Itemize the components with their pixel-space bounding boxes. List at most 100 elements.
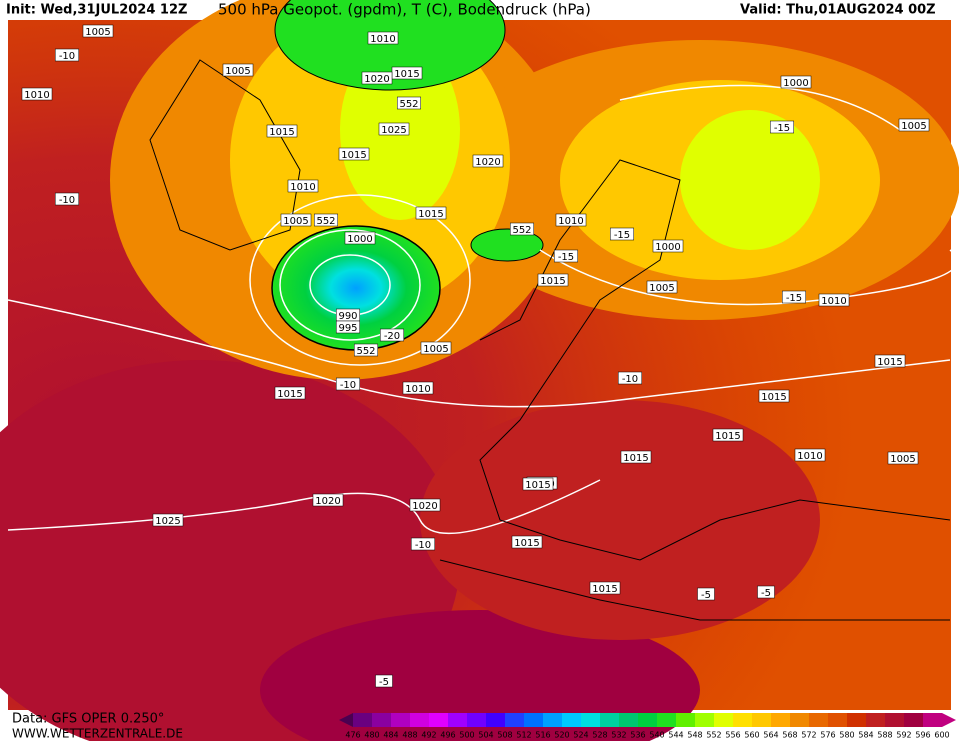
label-box [652, 239, 684, 253]
isobar-label: 1015 [761, 392, 786, 403]
label-box [55, 48, 79, 62]
isobar-label: 1005 [649, 283, 674, 294]
colorbar-swatch [562, 713, 581, 727]
colorbar-swatch [486, 713, 505, 727]
label-box [555, 213, 587, 227]
isobar-label: 1005 [423, 344, 448, 355]
colorbar-swatch [790, 713, 809, 727]
isobar-label: -15 [614, 230, 630, 241]
colorbar-label: 476 [345, 731, 360, 740]
isobar-label: 1020 [364, 74, 389, 85]
label-box [537, 273, 569, 287]
isobar-label: 1005 [225, 66, 250, 77]
isobar-label: 1020 [412, 501, 437, 512]
isobar-label: 1000 [655, 242, 680, 253]
isobar-label: -15 [558, 252, 574, 263]
isobar-label: 1015 [525, 480, 550, 491]
label-box [511, 535, 543, 549]
label-box [420, 341, 452, 355]
colorbar-swatch [543, 713, 562, 727]
data-source: Data: GFS OPER 0.250° [12, 712, 164, 727]
isobar-label: -5 [701, 590, 711, 601]
colorbar-label: 520 [554, 731, 569, 740]
label-box [21, 87, 53, 101]
colorbar-label: 580 [839, 731, 854, 740]
colorbar-label: 532 [611, 731, 626, 740]
colorbar-label: 596 [915, 731, 930, 740]
colorbar-swatch [828, 713, 847, 727]
isobar-label: -10 [59, 51, 75, 62]
label-box [338, 147, 370, 161]
colorbar-label: 560 [744, 731, 759, 740]
colorbar-swatch [448, 713, 467, 727]
label-box [618, 371, 642, 385]
cold-low [470, 228, 544, 262]
label-box [758, 389, 790, 403]
colorbar-label: 500 [459, 731, 474, 740]
label-box [55, 192, 79, 206]
label-box [367, 31, 399, 45]
isobar-label: 1010 [797, 451, 822, 462]
isobar-labels: 1005 -10 1010 1005 1010 1015 1020 1015 552 1025 10… [21, 24, 930, 688]
colorbar-label: 576 [820, 731, 835, 740]
init-time: Init: Wed,31JUL2024 12Z [6, 3, 187, 18]
isobar-label: 1020 [475, 157, 500, 168]
label-box [354, 343, 378, 357]
label-box [610, 227, 634, 241]
isobar-label: -10 [59, 195, 75, 206]
isobar-label: 1020 [315, 496, 340, 507]
label-box [411, 537, 435, 551]
colorbar-swatch [524, 713, 543, 727]
label-box [82, 24, 114, 38]
isobar-label: 1010 [290, 182, 315, 193]
isobar-label: 552 [356, 346, 375, 357]
warm-area [260, 610, 700, 745]
colorbar-arrow [942, 713, 956, 727]
label-box [712, 428, 744, 442]
colorbar-label: 512 [516, 731, 531, 740]
label-box [336, 320, 360, 334]
label-box [152, 513, 184, 527]
colorbar-swatch [676, 713, 695, 727]
label-box [697, 587, 715, 601]
label-box [898, 118, 930, 132]
label-box [780, 75, 812, 89]
colorbar-swatch [885, 713, 904, 727]
isobar-label: 1015 [394, 69, 419, 80]
label-box [415, 206, 447, 220]
isobar-label: 1015 [715, 431, 740, 442]
colorbar-label: 568 [782, 731, 797, 740]
isobar-label: 1015 [592, 584, 617, 595]
colorbar-label: 556 [725, 731, 740, 740]
isobar-label: 552 [316, 216, 335, 227]
label-box [887, 451, 919, 465]
colorbar-swatch [771, 713, 790, 727]
isobar-label: -10 [622, 374, 638, 385]
colorbar: 476 480 484 488 492 496 500 504 508 512 516 520 524 5… [339, 713, 956, 740]
isobar-label: 1015 [269, 127, 294, 138]
colorbar-label: 540 [649, 731, 664, 740]
isobar-label: -5 [379, 677, 389, 688]
label-box [554, 249, 578, 263]
colorbar-label: 508 [497, 731, 512, 740]
label-box [472, 154, 504, 168]
label-box [361, 71, 393, 85]
colorbar-swatch [866, 713, 885, 727]
isobar-label: 1025 [155, 516, 180, 527]
colorbar-label: 504 [478, 731, 493, 740]
isobar-label: 1010 [821, 296, 846, 307]
colorbar-swatch [372, 713, 391, 727]
label-box [380, 328, 404, 342]
isobar-label: 1010 [24, 90, 49, 101]
label-box [375, 674, 393, 688]
valid-time: Valid: Thu,01AUG2024 00Z [740, 3, 936, 18]
label-box [378, 122, 410, 136]
label-box [589, 581, 621, 595]
label-box [402, 381, 434, 395]
label-box [222, 63, 254, 77]
colorbar-swatch [752, 713, 771, 727]
isobar-label: 1010 [405, 384, 430, 395]
isobar-label: -15 [774, 123, 790, 134]
label-box [782, 290, 806, 304]
